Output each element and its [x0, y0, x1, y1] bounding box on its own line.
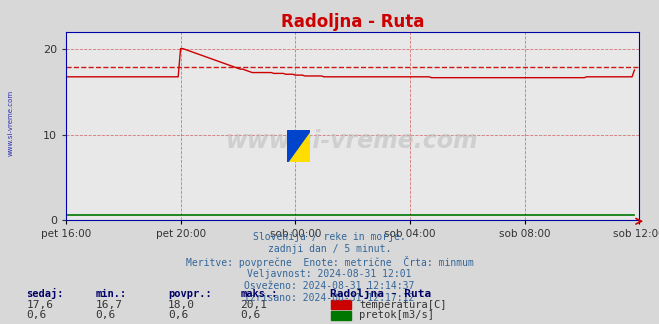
Text: 17,6: 17,6 — [26, 300, 53, 310]
Text: maks.:: maks.: — [241, 289, 278, 299]
Polygon shape — [287, 130, 310, 162]
Text: 0,6: 0,6 — [241, 310, 261, 320]
Text: povpr.:: povpr.: — [168, 289, 212, 299]
Text: 0,6: 0,6 — [168, 310, 188, 320]
Text: www.si-vreme.com: www.si-vreme.com — [226, 129, 479, 153]
Text: 16,7: 16,7 — [96, 300, 123, 310]
Polygon shape — [287, 130, 310, 162]
Bar — [331, 311, 351, 320]
Text: 0,6: 0,6 — [26, 310, 47, 320]
Text: 0,6: 0,6 — [96, 310, 116, 320]
Text: Meritve: povprečne  Enote: metrične  Črta: minmum: Meritve: povprečne Enote: metrične Črta:… — [186, 256, 473, 268]
Text: temperatura[C]: temperatura[C] — [359, 300, 447, 310]
Text: 20,1: 20,1 — [241, 300, 268, 310]
Text: 18,0: 18,0 — [168, 300, 195, 310]
Title: Radoljna - Ruta: Radoljna - Ruta — [281, 13, 424, 31]
Text: Radoljna - Ruta: Radoljna - Ruta — [330, 288, 431, 299]
Text: sedaj:: sedaj: — [26, 288, 64, 299]
Text: pretok[m3/s]: pretok[m3/s] — [359, 310, 434, 320]
Text: Veljavnost: 2024-08-31 12:01: Veljavnost: 2024-08-31 12:01 — [247, 269, 412, 279]
Text: min.:: min.: — [96, 289, 127, 299]
Text: zadnji dan / 5 minut.: zadnji dan / 5 minut. — [268, 244, 391, 254]
Text: Izrisano: 2024-08-31 12:17:12: Izrisano: 2024-08-31 12:17:12 — [244, 293, 415, 303]
Text: www.si-vreme.com: www.si-vreme.com — [8, 90, 14, 156]
Bar — [331, 300, 351, 309]
Text: Slovenija / reke in morje.: Slovenija / reke in morje. — [253, 232, 406, 242]
Text: Osveženo: 2024-08-31 12:14:37: Osveženo: 2024-08-31 12:14:37 — [244, 281, 415, 291]
